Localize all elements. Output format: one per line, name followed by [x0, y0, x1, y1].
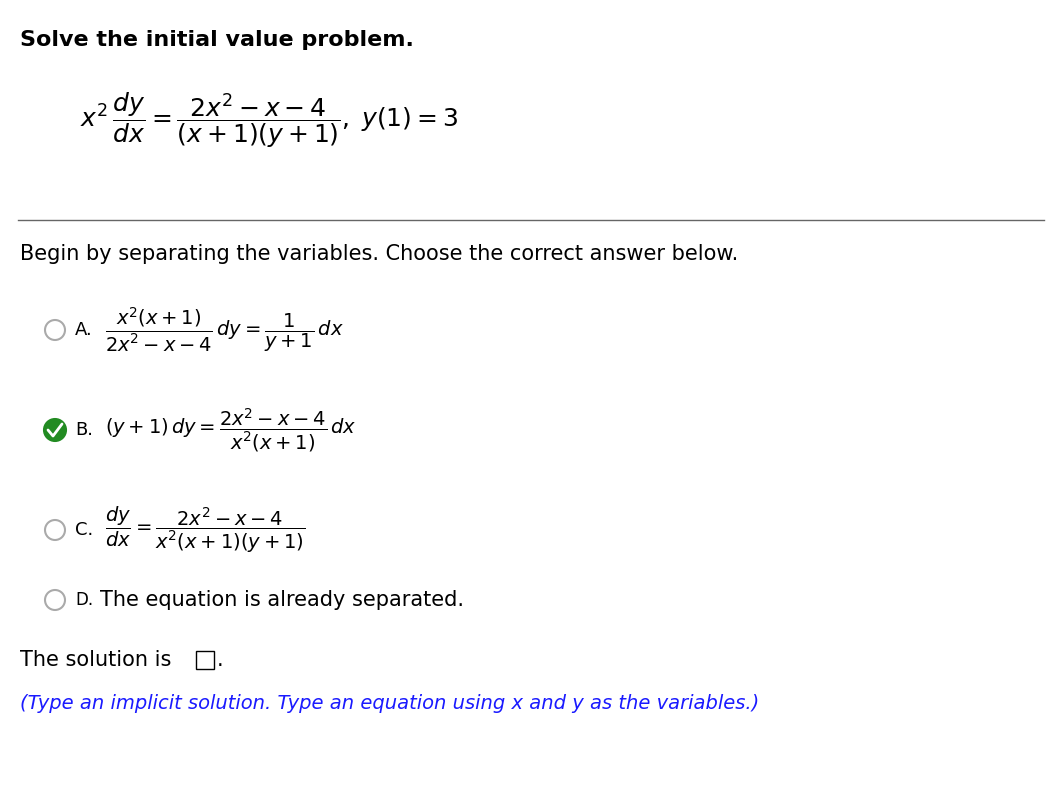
- Text: $(y + 1)\,dy = \dfrac{2x^2 - x - 4}{x^2(x + 1)}\,dx$: $(y + 1)\,dy = \dfrac{2x^2 - x - 4}{x^2(…: [105, 406, 357, 454]
- Text: .: .: [217, 650, 224, 670]
- Bar: [196, 651, 215, 669]
- Text: Begin by separating the variables. Choose the correct answer below.: Begin by separating the variables. Choos…: [20, 244, 738, 264]
- Text: $\dfrac{dy}{dx} = \dfrac{2x^2 - x - 4}{x^2(x + 1)(y + 1)}$: $\dfrac{dy}{dx} = \dfrac{2x^2 - x - 4}{x…: [105, 505, 305, 555]
- Text: B.: B.: [75, 421, 93, 439]
- Text: $x^2\,\dfrac{dy}{dx} = \dfrac{2x^2 - x - 4}{(x + 1)(y + 1)},\;y(1) = 3$: $x^2\,\dfrac{dy}{dx} = \dfrac{2x^2 - x -…: [80, 90, 458, 150]
- Text: $\dfrac{x^2(x + 1)}{2x^2 - x - 4}\,dy = \dfrac{1}{y + 1}\,dx$: $\dfrac{x^2(x + 1)}{2x^2 - x - 4}\,dy = …: [105, 306, 344, 355]
- Text: C.: C.: [75, 521, 93, 539]
- Text: The solution is: The solution is: [20, 650, 171, 670]
- Text: The equation is already separated.: The equation is already separated.: [100, 590, 464, 610]
- Circle shape: [44, 419, 66, 441]
- Text: Solve the initial value problem.: Solve the initial value problem.: [20, 30, 414, 50]
- Text: (Type an implicit solution. Type an equation using x and y as the variables.): (Type an implicit solution. Type an equa…: [20, 694, 759, 713]
- Text: D.: D.: [75, 591, 93, 609]
- Text: A.: A.: [75, 321, 92, 339]
